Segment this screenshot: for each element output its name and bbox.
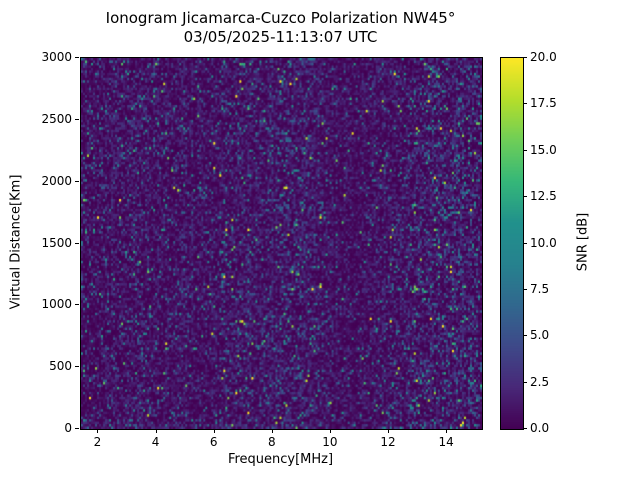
x-tick-label: 10 (322, 435, 338, 449)
colorbar-tick-mark (523, 149, 527, 151)
x-tick-label: 2 (93, 435, 102, 449)
colorbar-tick-label: 10.0 (530, 235, 557, 250)
colorbar-label: SNR [dB] (575, 212, 591, 272)
y-tick-label: 0 (64, 421, 72, 435)
colorbar-tick-label: 12.5 (530, 189, 557, 204)
x-tick-mark (446, 429, 448, 433)
colorbar-tick-label: 20.0 (530, 50, 557, 64)
y-tick-label: 1500 (41, 235, 72, 250)
colorbar-tick-mark (523, 428, 527, 429)
y-tick-mark (75, 304, 79, 306)
colorbar (500, 57, 524, 430)
plot-area (80, 57, 483, 430)
colorbar-tick-label: 0.0 (530, 421, 550, 435)
colorbar-tick-label: 7.5 (530, 281, 550, 296)
y-tick-mark (75, 118, 79, 120)
colorbar-tick-mark (523, 335, 527, 337)
x-tick-mark (388, 429, 389, 433)
x-tick-mark (97, 429, 99, 433)
chart-title: Ionogram Jicamarca-Cuzco Polarization NW… (80, 9, 481, 47)
x-tick-label: 14 (438, 435, 454, 449)
y-tick-mark (75, 180, 79, 182)
x-tick-mark (155, 429, 157, 433)
colorbar-tick-mark (523, 57, 527, 58)
y-axis-label: Virtual Distance[Km] (8, 174, 24, 310)
x-axis-label: Frequency[MHz] (227, 452, 334, 467)
chart-title-line2: 03/05/2025-11:13:07 UTC (183, 28, 378, 46)
x-tick-mark (271, 429, 273, 433)
y-tick-label: 3000 (41, 50, 72, 64)
colorbar-tick-mark (523, 242, 527, 244)
colorbar-tick-label: 15.0 (530, 142, 557, 157)
colorbar-tick-label: 17.5 (530, 96, 557, 111)
y-tick-label: 500 (49, 359, 72, 374)
y-tick-mark (75, 57, 79, 58)
chart-title-line1: Ionogram Jicamarca-Cuzco Polarization NW… (105, 9, 456, 27)
y-tick-label: 1000 (41, 297, 72, 312)
colorbar-tick-label: 5.0 (530, 328, 550, 343)
x-tick-label: 6 (209, 435, 218, 449)
colorbar-tick-mark (523, 196, 527, 198)
colorbar-tick-mark (523, 381, 527, 383)
x-tick-label: 4 (151, 435, 160, 449)
colorbar-tick-mark (523, 103, 527, 105)
heatmap-canvas (81, 58, 482, 429)
y-tick-mark (75, 428, 79, 429)
x-tick-label: 8 (267, 435, 276, 449)
x-tick-label: 12 (380, 435, 396, 449)
y-tick-label: 2000 (41, 173, 72, 188)
colorbar-tick-mark (523, 288, 527, 290)
y-tick-mark (75, 366, 79, 368)
x-tick-mark (213, 429, 215, 433)
y-tick-mark (75, 242, 79, 244)
x-tick-mark (329, 429, 331, 433)
colorbar-gradient-canvas (501, 58, 523, 429)
y-tick-label: 2500 (41, 111, 72, 126)
colorbar-tick-label: 2.5 (530, 374, 550, 389)
